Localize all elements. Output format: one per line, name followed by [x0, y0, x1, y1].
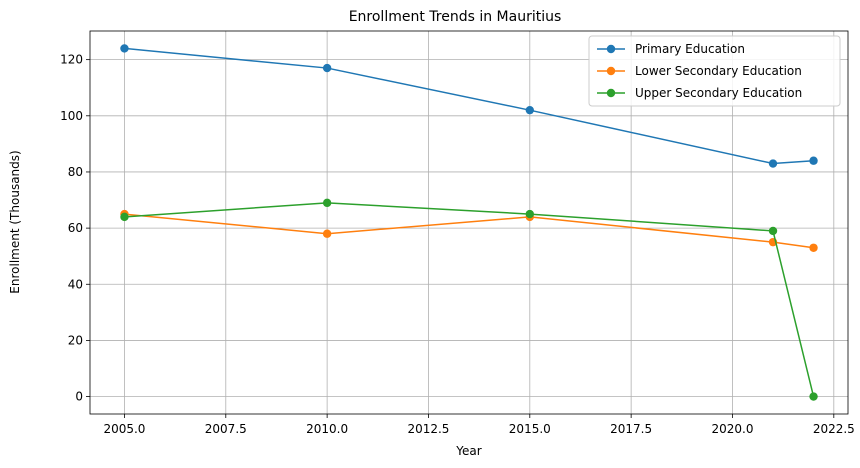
legend-item: Upper Secondary Education — [597, 86, 802, 100]
legend-marker — [606, 88, 616, 98]
legend-label: Primary Education — [635, 42, 745, 56]
plot-frame — [89, 30, 849, 415]
y-tick-label: 40 — [68, 277, 83, 291]
x-tick-label: 2005.0 — [103, 422, 145, 436]
series-line — [124, 202, 815, 397]
x-axis-title: Year — [455, 444, 481, 458]
series-line — [124, 213, 814, 249]
x-tick-label: 2022.5 — [813, 422, 855, 436]
y-tick-label: 20 — [68, 333, 83, 347]
legend-marker — [606, 44, 616, 54]
x-tick-label: 2020.0 — [711, 422, 753, 436]
legend: Primary Education Lower Secondary Educati… — [588, 35, 841, 107]
data-point — [768, 159, 778, 168]
x-tick-label: 2010.0 — [306, 422, 348, 436]
y-tick-label: 80 — [68, 165, 83, 179]
y-tick-label: 60 — [68, 221, 83, 235]
series-3 — [120, 198, 818, 401]
legend-item: Primary Education — [597, 42, 745, 56]
series-2 — [120, 209, 818, 252]
legend-label: Lower Secondary Education — [635, 64, 802, 78]
data-point — [809, 156, 818, 165]
series-layer — [120, 44, 818, 401]
x-tick-label: 2012.5 — [407, 422, 449, 436]
chart-title: Enrollment Trends in Mauritius — [349, 9, 562, 25]
data-point — [120, 44, 129, 53]
data-point — [809, 243, 818, 252]
data-point — [525, 209, 535, 219]
data-point — [525, 105, 535, 115]
x-tick-label: 2017.5 — [610, 422, 652, 436]
data-point — [322, 198, 332, 208]
legend-box — [588, 35, 841, 107]
y-axis-title: Enrollment (Thousands) — [8, 150, 22, 293]
data-point — [322, 63, 332, 73]
x-tick-label: 2007.5 — [205, 422, 247, 436]
legend-marker — [606, 66, 616, 76]
y-tick-label: 0 — [75, 390, 83, 404]
series-1 — [120, 44, 818, 168]
data-point — [809, 392, 818, 401]
data-point — [768, 226, 778, 236]
axis-ticks: 2005.0 2007.5 2010.0 2012.5 2015.0 2017.5 2020… — [60, 53, 855, 436]
y-tick-label: 120 — [60, 53, 83, 67]
data-point — [322, 229, 332, 238]
y-tick-label: 100 — [60, 109, 83, 123]
legend-item: Lower Secondary Education — [597, 64, 802, 78]
x-tick-label: 2015.0 — [509, 422, 551, 436]
data-point — [120, 212, 129, 222]
legend-label: Upper Secondary Education — [635, 86, 802, 100]
